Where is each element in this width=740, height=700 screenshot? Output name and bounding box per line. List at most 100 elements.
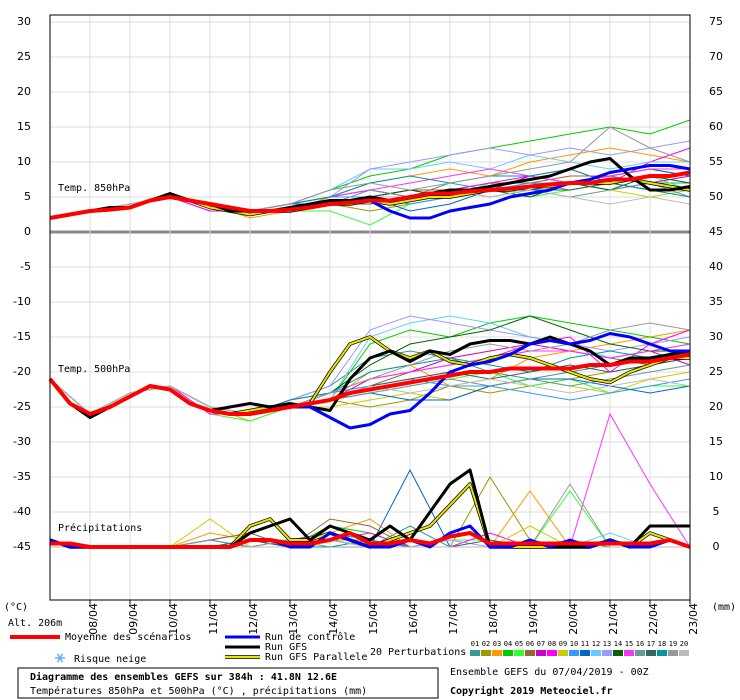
y-tick-label: 0 bbox=[24, 225, 31, 238]
legend-label: 05 bbox=[515, 640, 523, 648]
legend-label: 20 bbox=[680, 640, 688, 648]
legend-swatch bbox=[668, 650, 678, 656]
run-line bbox=[50, 531, 691, 549]
altitude: Alt. 206m bbox=[8, 618, 62, 629]
legend-swatch bbox=[657, 650, 667, 656]
legend-swatch bbox=[536, 650, 546, 656]
legend-swatch bbox=[602, 650, 612, 656]
panel-label: Temp. 500hPa bbox=[58, 364, 130, 375]
y2-tick-label: 70 bbox=[709, 50, 723, 63]
y-tick-label: -35 bbox=[13, 470, 31, 483]
y-tick-label: -40 bbox=[13, 505, 31, 518]
y2-axis-label: (mm) bbox=[712, 602, 736, 613]
x-tick-label: 15/04 bbox=[367, 603, 380, 635]
chart-subtitle: Températures 850hPa et 500hPa (°C) , pré… bbox=[30, 685, 367, 697]
x-tick-label: 16/04 bbox=[407, 603, 420, 635]
y2-tick-label: 10 bbox=[709, 470, 723, 483]
legend-label: 14 bbox=[614, 640, 622, 648]
legend-label: 20 Perturbations bbox=[370, 647, 466, 658]
x-tick-label: 20/04 bbox=[567, 603, 580, 635]
legend-label: 16 bbox=[636, 640, 644, 648]
y-tick-label: -10 bbox=[13, 295, 31, 308]
x-tick-label: 21/04 bbox=[607, 603, 620, 635]
y-tick-label: -20 bbox=[13, 365, 31, 378]
y-tick-label: 20 bbox=[17, 85, 31, 98]
y2-tick-label: 30 bbox=[709, 330, 723, 343]
x-tick-label: 08/04 bbox=[87, 603, 100, 635]
y-tick-label: 25 bbox=[17, 50, 31, 63]
y2-tick-label: 65 bbox=[709, 85, 723, 98]
legend-swatch bbox=[679, 650, 689, 656]
y-tick-label: 15 bbox=[17, 120, 31, 133]
legend-swatch bbox=[481, 650, 491, 656]
panel-label: Temp. 850hPa bbox=[58, 183, 130, 194]
legend-swatch bbox=[558, 650, 568, 656]
x-tick-label: 09/04 bbox=[127, 603, 140, 635]
run-info: Ensemble GEFS du 07/04/2019 - 00Z bbox=[450, 667, 649, 678]
legend-swatch bbox=[569, 650, 579, 656]
legend-label: Run de contrôle bbox=[265, 631, 355, 643]
run-line bbox=[48, 352, 691, 416]
x-tick-label: 11/04 bbox=[207, 603, 220, 635]
y2-tick-label: 0 bbox=[713, 540, 720, 553]
title-box bbox=[17, 667, 439, 699]
y2-tick-label: 35 bbox=[709, 295, 723, 308]
legend-label: 07 bbox=[537, 640, 545, 648]
legend-label: 08 bbox=[548, 640, 556, 648]
plot-area bbox=[48, 119, 691, 549]
legend-swatch bbox=[492, 650, 502, 656]
legend-label: Run GFS bbox=[265, 642, 307, 653]
legend-swatch bbox=[470, 650, 480, 656]
copyright: Copyright 2019 Meteociel.fr bbox=[450, 685, 613, 697]
legend-swatch bbox=[624, 650, 634, 656]
legend-swatch bbox=[613, 650, 623, 656]
legend-label: 17 bbox=[647, 640, 655, 648]
x-tick-label: 17/04 bbox=[447, 603, 460, 635]
legend-label: 01 bbox=[471, 640, 479, 648]
x-tick-label: 12/04 bbox=[247, 603, 260, 635]
x-tick-label: 23/04 bbox=[687, 603, 700, 635]
legend-label: 12 bbox=[592, 640, 600, 648]
y2-tick-label: 55 bbox=[709, 155, 723, 168]
legend-label: 18 bbox=[658, 640, 666, 648]
legend-swatch bbox=[547, 650, 557, 656]
legend-label: 03 bbox=[493, 640, 501, 648]
y2-tick-label: 25 bbox=[709, 365, 723, 378]
y-tick-label: -30 bbox=[13, 435, 31, 448]
y-axis-label: (°C) bbox=[4, 602, 28, 613]
y2-tick-label: 45 bbox=[709, 225, 723, 238]
legend-label: 19 bbox=[669, 640, 677, 648]
legend-swatch bbox=[635, 650, 645, 656]
x-tick-label: 22/04 bbox=[647, 603, 660, 635]
legend-label: Risque neige bbox=[74, 654, 146, 665]
y2-tick-label: 75 bbox=[709, 15, 723, 28]
y-tick-label: 10 bbox=[17, 155, 31, 168]
legend-label: 06 bbox=[526, 640, 534, 648]
y2-tick-label: 20 bbox=[709, 400, 723, 413]
legend-label: Moyenne des scénarios bbox=[65, 631, 191, 643]
chart-title: Diagramme des ensembles GEFS sur 384h : … bbox=[30, 671, 337, 683]
legend-label: 11 bbox=[581, 640, 589, 648]
snow-icon bbox=[55, 653, 65, 663]
y2-tick-label: 60 bbox=[709, 120, 723, 133]
y2-tick-label: 50 bbox=[709, 190, 723, 203]
y2-tick-label: 40 bbox=[709, 260, 723, 273]
y-tick-label: -25 bbox=[13, 400, 31, 413]
y-tick-label: -5 bbox=[20, 260, 31, 273]
legend-label: Run GFS Parallele bbox=[265, 652, 367, 663]
legend-swatch bbox=[525, 650, 535, 656]
y2-tick-label: 5 bbox=[713, 505, 720, 518]
legend-swatch bbox=[591, 650, 601, 656]
y-tick-label: 30 bbox=[17, 15, 31, 28]
legend-swatch bbox=[514, 650, 524, 656]
legend-label: 09 bbox=[559, 640, 567, 648]
legend-swatch bbox=[503, 650, 513, 656]
y-tick-label: -15 bbox=[13, 330, 31, 343]
x-tick-label: 14/04 bbox=[327, 603, 340, 635]
panel-label: Précipitations bbox=[58, 522, 142, 534]
legend-label: 13 bbox=[603, 640, 611, 648]
y-tick-label: -45 bbox=[13, 540, 31, 553]
